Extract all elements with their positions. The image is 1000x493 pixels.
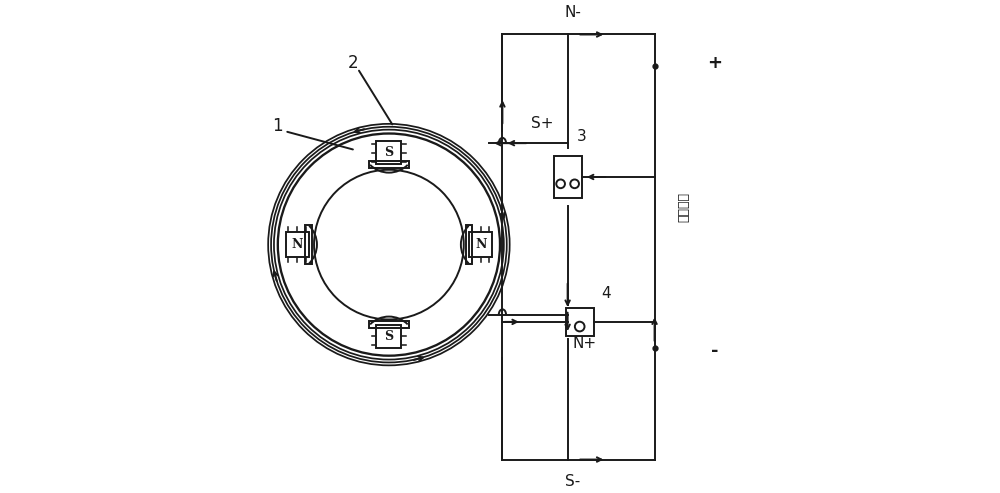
Text: 2: 2 <box>347 55 358 72</box>
Text: 励磁电源: 励磁电源 <box>677 192 690 222</box>
Text: 4: 4 <box>601 285 611 301</box>
Text: S-: S- <box>565 474 580 489</box>
Text: -: - <box>711 342 719 360</box>
Text: S: S <box>384 330 393 343</box>
Text: S+: S+ <box>531 116 554 131</box>
Text: +: + <box>707 55 722 72</box>
Text: N: N <box>475 238 486 251</box>
Text: N: N <box>291 238 303 251</box>
Text: 1: 1 <box>273 117 283 135</box>
Bar <box>554 156 582 198</box>
Bar <box>566 308 594 336</box>
Text: 3: 3 <box>577 129 587 144</box>
Text: N+: N+ <box>572 336 597 352</box>
Text: S: S <box>384 146 393 159</box>
Text: N-: N- <box>564 5 581 20</box>
